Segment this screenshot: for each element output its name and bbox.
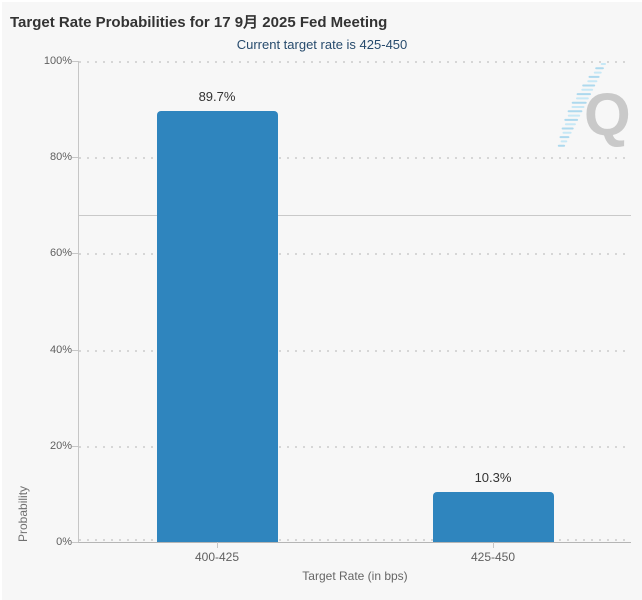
y-tickmark xyxy=(72,542,78,543)
y-tickmark xyxy=(72,61,78,62)
y-axis-labels: 100% 80% 60% 40% 20% 0% xyxy=(2,55,72,548)
y-tickmark xyxy=(72,253,78,254)
chart-subtitle: Current target rate is 425-450 xyxy=(236,37,408,52)
x-tickmark xyxy=(493,542,494,548)
chart-context-menu-button[interactable] xyxy=(605,11,635,35)
x-tickmark xyxy=(217,542,218,548)
y-axis-tickmarks xyxy=(72,61,78,543)
y-gridline xyxy=(79,539,631,541)
x-axis-labels: 400-425 425-450 xyxy=(79,550,631,566)
y-tick-label: 20% xyxy=(49,440,72,452)
bar-400-425[interactable] xyxy=(157,111,278,542)
x-axis-tickmarks xyxy=(79,542,631,548)
quikstrike-q-logo: Q xyxy=(557,63,631,147)
logo-stripe-icon xyxy=(557,63,606,147)
bar-value-label: 10.3% xyxy=(474,470,512,485)
y-tick-label: 80% xyxy=(49,151,72,163)
y-tick-label: 40% xyxy=(49,344,72,356)
y-tick-label: 100% xyxy=(43,55,72,67)
x-tick-label: 400-425 xyxy=(194,550,240,564)
bar-value-label: 89.7% xyxy=(198,89,236,104)
reference-line xyxy=(79,215,631,216)
y-tickmark xyxy=(72,446,78,447)
y-tick-label: 0% xyxy=(56,536,72,548)
y-gridline xyxy=(79,253,631,255)
y-tickmark xyxy=(72,350,78,351)
y-gridline xyxy=(79,446,631,448)
bar-425-450[interactable] xyxy=(433,492,554,542)
y-tick-label: 60% xyxy=(49,247,72,259)
chart-title: Target Rate Probabilities for 17 9月 2025… xyxy=(10,14,388,31)
y-gridline xyxy=(79,61,631,63)
x-axis-title: Target Rate (in bps) xyxy=(302,569,408,583)
plot-area: Q 89.7% 10.3% xyxy=(78,61,631,543)
y-tickmark xyxy=(72,157,78,158)
x-tick-label: 425-450 xyxy=(470,550,516,564)
y-gridline xyxy=(79,157,631,159)
y-gridline xyxy=(79,350,631,352)
logo-q-letter: Q xyxy=(584,81,631,147)
